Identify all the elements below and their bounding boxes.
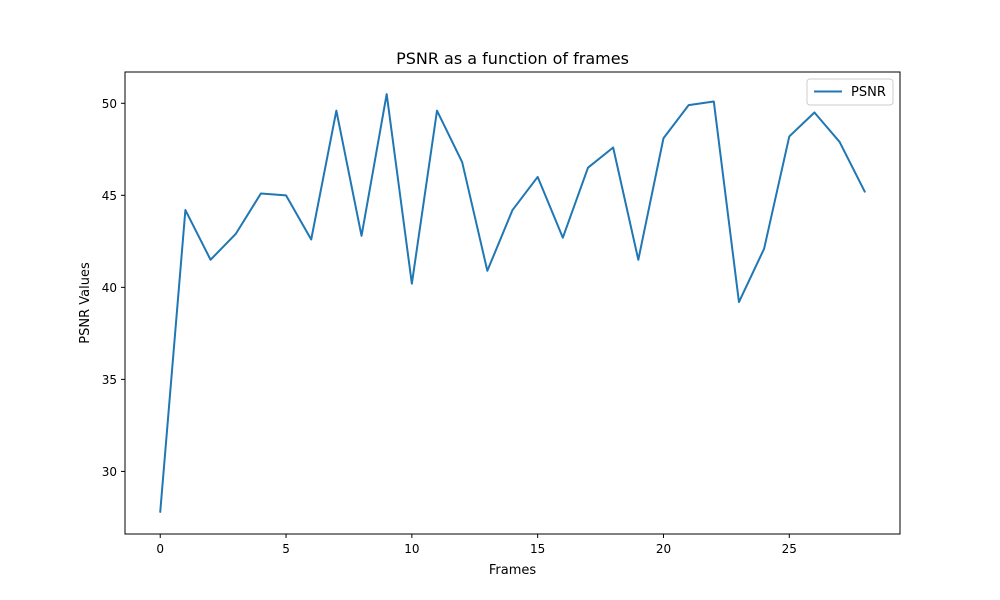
x-tick-label: 20: [656, 542, 671, 556]
x-tick-label: 10: [404, 542, 419, 556]
legend-label: PSNR: [851, 85, 886, 100]
y-tick-label: 35: [102, 373, 117, 387]
plot-area: [124, 71, 901, 535]
y-axis: 30 35 40 45 50: [102, 97, 125, 479]
y-tick-label: 40: [102, 281, 117, 295]
series-group: [159, 93, 866, 513]
y-axis-label: PSNR Values: [78, 262, 93, 344]
x-tick-label: 5: [282, 542, 290, 556]
series-line-psnr: [159, 93, 866, 513]
x-tick-label: 0: [156, 542, 164, 556]
legend-box: [806, 78, 894, 106]
y-tick-label: 45: [102, 189, 117, 203]
x-axis: 0 5 10 15 20 25: [156, 534, 797, 556]
x-axis-label: Frames: [489, 563, 537, 578]
chart-title: PSNR as a function of frames: [396, 49, 629, 68]
legend: PSNR: [806, 78, 894, 106]
x-tick-label: 25: [782, 542, 797, 556]
y-tick-label: 50: [102, 97, 117, 111]
y-tick-label: 30: [102, 465, 117, 479]
x-tick-label: 15: [530, 542, 545, 556]
